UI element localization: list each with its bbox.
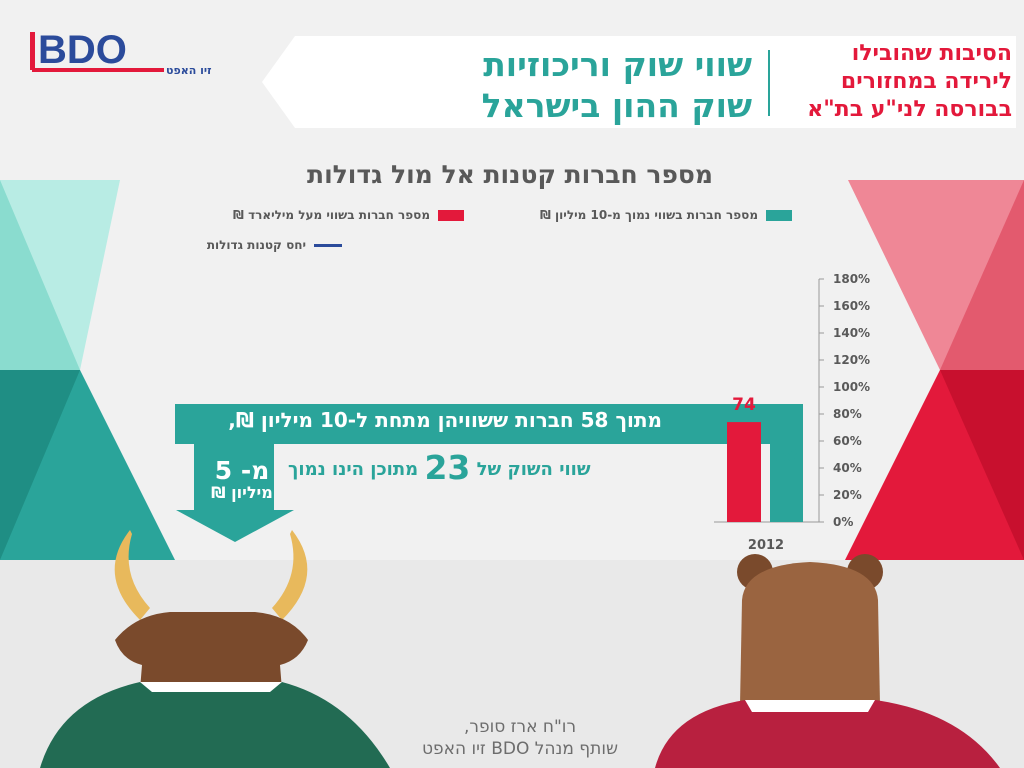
y-tick-label: 140% [833, 326, 870, 340]
callout-arrow-text: מ- 5 מיליון ₪ [192, 456, 292, 504]
y-tick-label: 80% [833, 407, 862, 421]
legend-item-ratio: יחס קטנות גדולות [207, 238, 342, 252]
y-tick-label: 40% [833, 461, 862, 475]
side-title-line1: הסיבות שהובילו [851, 41, 1012, 66]
callout-teal-number: 23 [424, 448, 471, 487]
legend-item-large-companies: מספר חברות בשווי מעל מיליארד ₪ [233, 208, 464, 222]
logo-wordmark: BDO [38, 28, 127, 72]
bar-value-small: 58 [775, 447, 799, 467]
y-tick-label: 100% [833, 380, 870, 394]
legend-item-small-companies: מספר חברות בשווי נמוך מ-10 מיליון ₪ [540, 208, 792, 222]
legend-swatch-red [438, 209, 464, 221]
x-category-label: 2012 [748, 538, 784, 553]
bar-value-large: 74 [732, 395, 756, 415]
y-tick-label: 180% [833, 272, 870, 286]
callout-arrow-line2: מיליון ₪ [211, 483, 273, 502]
side-title-line2: לירידה במחזורים [840, 69, 1012, 94]
callout-teal-text: שווי השוק של 23 מתוכן הינו נמוך [288, 448, 591, 487]
logo-subtitle: זיו האפט [166, 64, 212, 77]
legend-swatch-teal [766, 209, 792, 221]
credit-line1: רו"ח ארז סופר, [463, 717, 577, 737]
callout-band-text: מתוך 58 חברות ששוויהן מתחת ל-10 מיליון ₪… [228, 408, 662, 432]
legend-label-large: מספר חברות בשווי מעל מיליארד ₪ [233, 208, 430, 222]
credit-line2: שותף מנהל BDO זיו האפט [421, 739, 619, 759]
side-title-line3: בבורסה לני"ע בת"א [807, 97, 1012, 122]
bear-illustration [655, 554, 1000, 768]
y-tick-label: 20% [833, 488, 862, 502]
header-divider [768, 50, 770, 116]
y-tick-label: 120% [833, 353, 870, 367]
bar-large-companies [727, 422, 761, 522]
slide-title: שווי שוק וריכוזיות שוק ההון בישראל [482, 44, 752, 126]
y-tick-label: 160% [833, 299, 870, 313]
slide-title-line1: שווי שוק וריכוזיות [483, 45, 752, 84]
callout-arrow-line1: מ- 5 [214, 456, 270, 485]
slide-side-title: הסיבות שהובילו לירידה במחזורים בבורסה לנ… [807, 40, 1012, 124]
chart-title: מספר חברות קטנות אל מול גדולות [307, 160, 713, 189]
bdo-logo: BDO זיו האפט [30, 28, 212, 84]
bar-small-companies [770, 443, 803, 522]
y-tick-label: 0% [833, 515, 853, 529]
presenter-credit: רו"ח ארז סופר, שותף מנהל BDO זיו האפט [300, 716, 740, 760]
callout-teal-suffix: מתוכן הינו נמוך [288, 459, 419, 480]
legend-label-ratio: יחס קטנות גדולות [206, 238, 306, 252]
callout-teal-prefix: שווי השוק של [476, 459, 591, 480]
legend-label-small: מספר חברות בשווי נמוך מ-10 מיליון ₪ [540, 208, 758, 222]
slide-title-line2: שוק ההון בישראל [481, 86, 752, 125]
y-tick-label: 60% [833, 434, 862, 448]
legend-swatch-line [314, 243, 342, 247]
bull-illustration [40, 530, 390, 768]
